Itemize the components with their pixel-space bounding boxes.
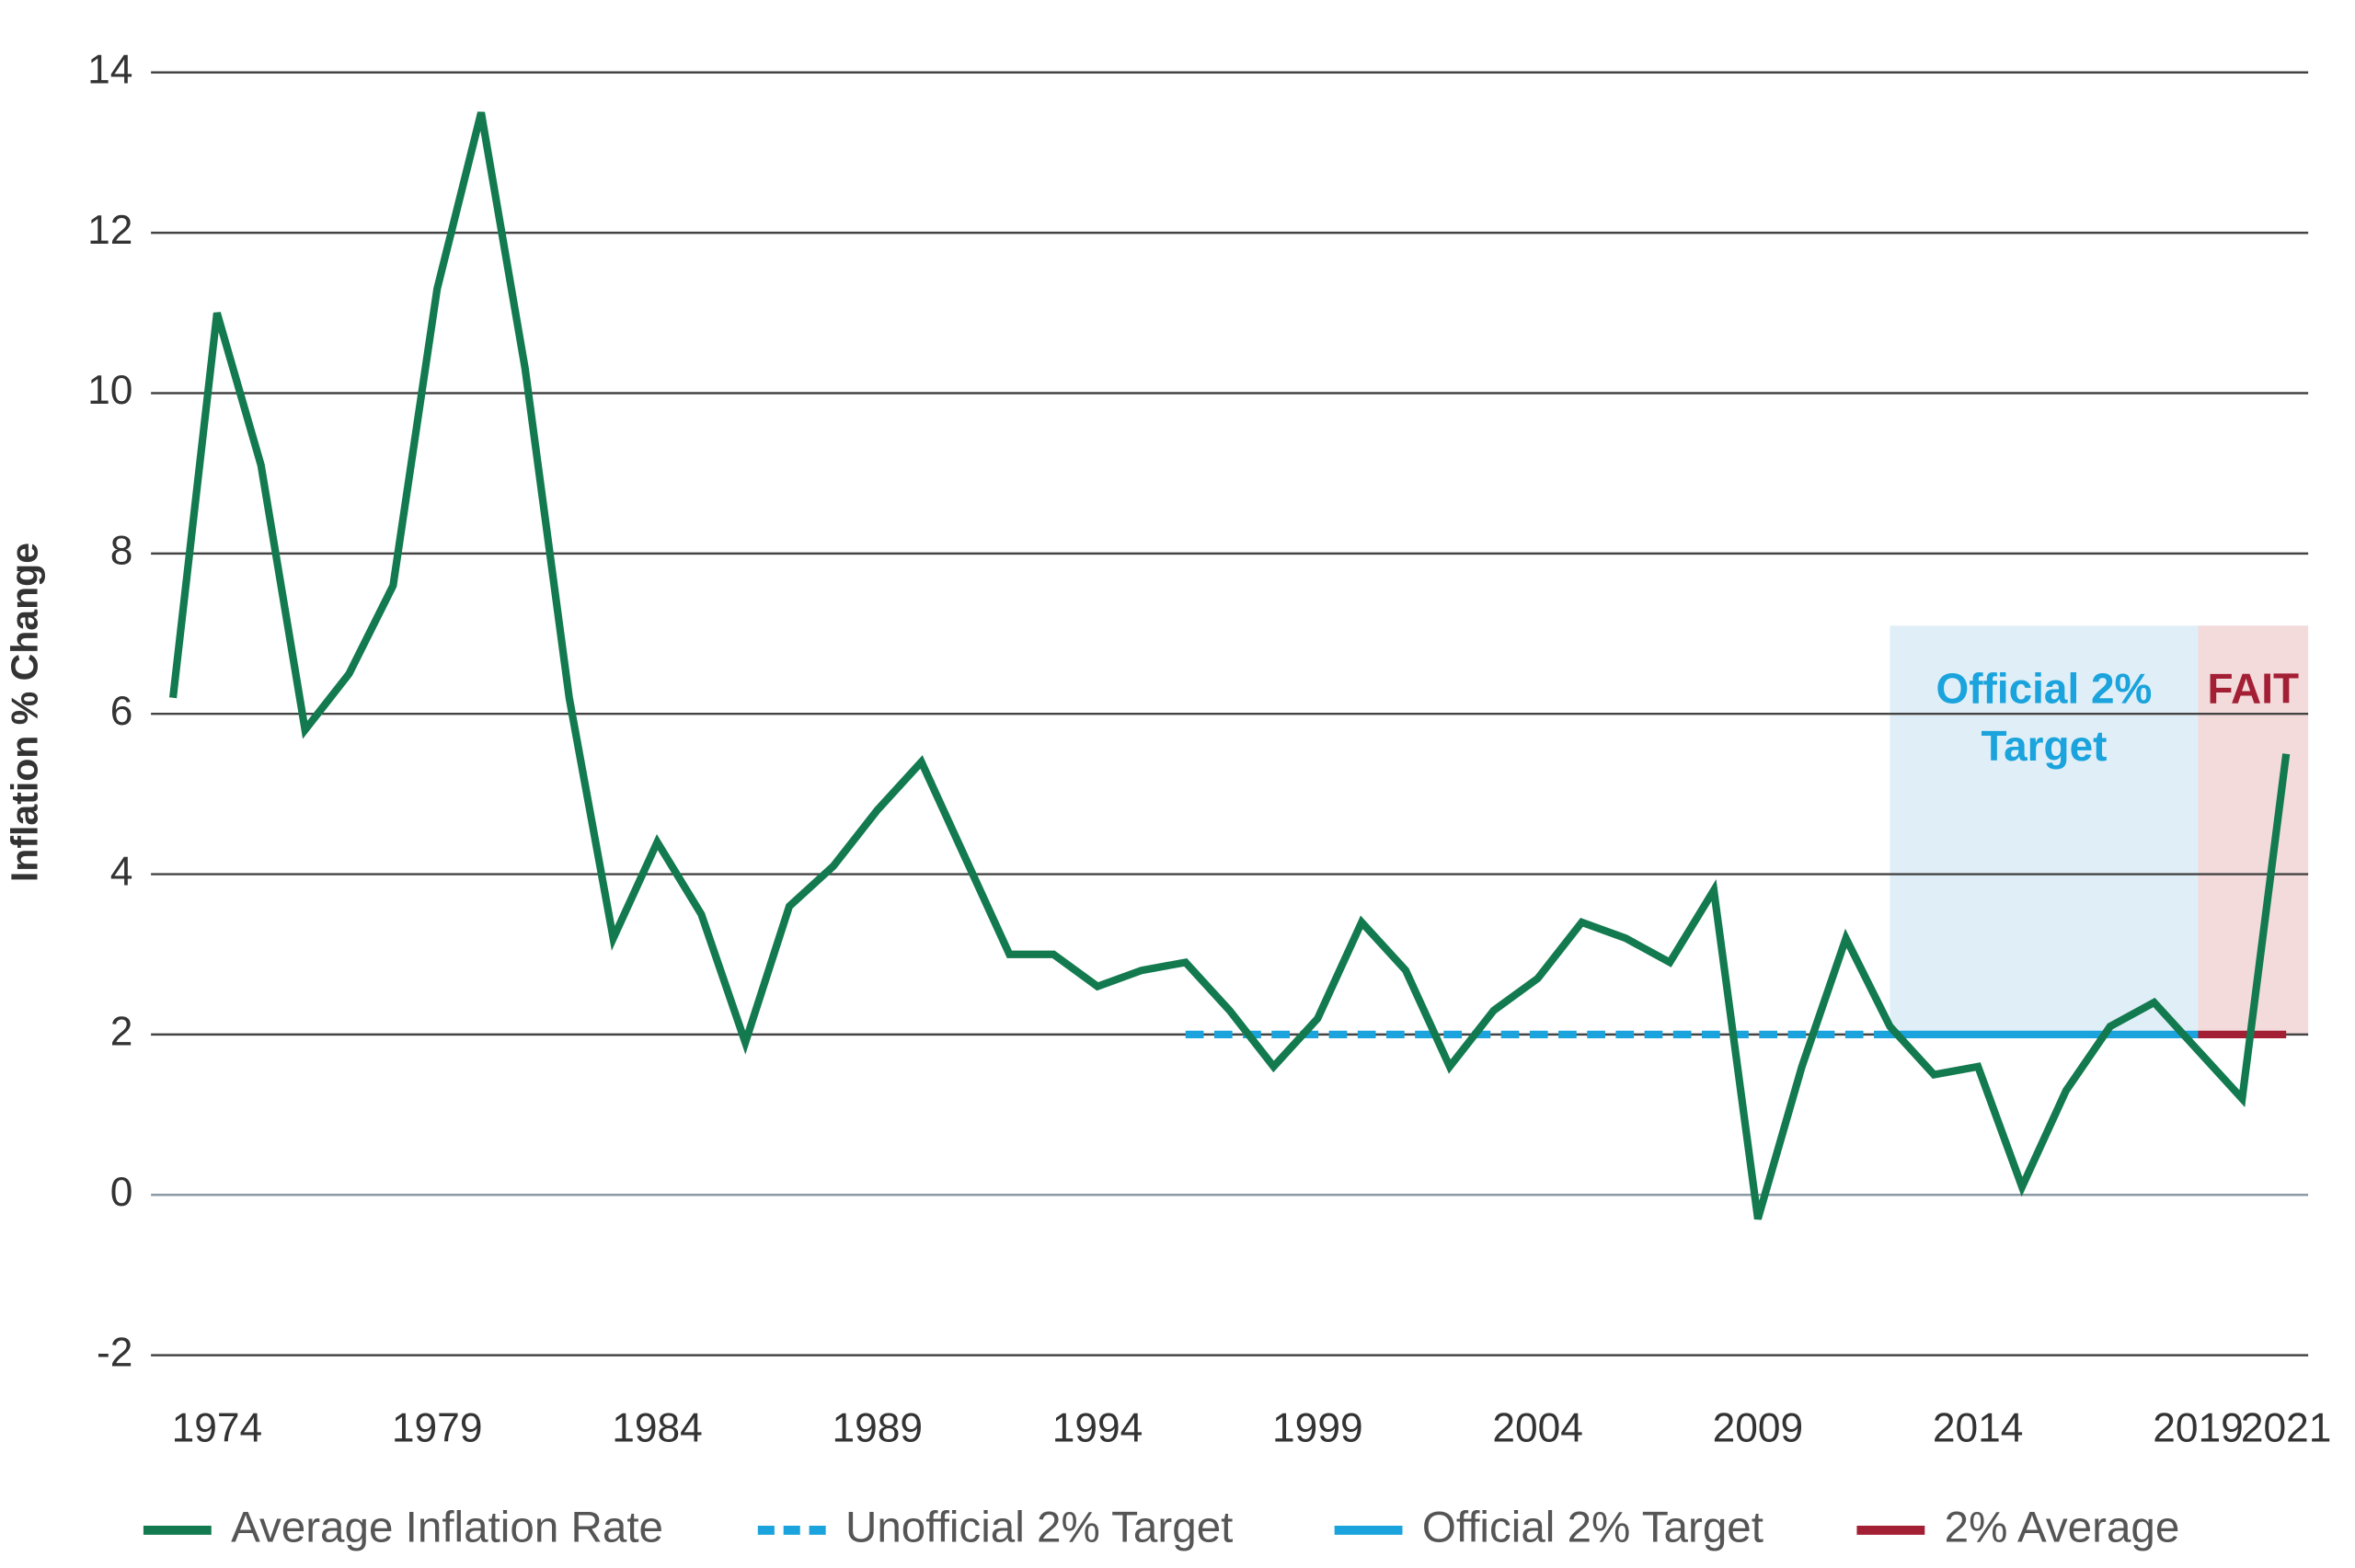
legend-label: Unofficial 2% Target	[845, 1504, 1233, 1552]
x-tick-label: 2021	[2241, 1405, 2332, 1450]
y-tick-label: 6	[110, 689, 133, 734]
x-tick-label: 1994	[1052, 1405, 1143, 1450]
y-tick-label: 4	[110, 849, 133, 894]
region-label: Target	[1981, 722, 2107, 770]
x-tick-label: 2019	[2153, 1405, 2244, 1450]
x-tick-label: 2004	[1492, 1405, 1583, 1450]
y-tick-label: -2	[97, 1330, 132, 1375]
y-axis-label: Inflation % Change	[3, 543, 45, 882]
legend-label: Average Inflation Rate	[231, 1504, 663, 1552]
x-tick-label: 2009	[1713, 1405, 1804, 1450]
x-tick-label: 1984	[612, 1405, 703, 1450]
region-label: FAIT	[2208, 665, 2300, 713]
legend-label: 2% Average	[1945, 1504, 2180, 1552]
y-tick-label: 12	[87, 208, 132, 253]
x-tick-label: 1979	[392, 1405, 483, 1450]
shaded-region	[1890, 625, 2199, 1035]
region-label: Official 2%	[1936, 665, 2153, 713]
shaded-region	[2198, 625, 2309, 1035]
x-tick-label: 1974	[172, 1405, 263, 1450]
y-tick-label: 10	[87, 368, 132, 413]
x-tick-label: 2014	[1933, 1405, 2024, 1450]
legend-label: Official 2% Target	[1422, 1504, 1763, 1552]
x-tick-label: 1999	[1272, 1405, 1363, 1450]
y-tick-label: 8	[110, 529, 133, 574]
y-tick-label: 0	[110, 1170, 133, 1215]
x-tick-label: 1989	[832, 1405, 923, 1450]
line-series	[168, 111, 2291, 1220]
y-tick-label: 2	[110, 1010, 133, 1055]
y-tick-label: 14	[87, 47, 132, 92]
